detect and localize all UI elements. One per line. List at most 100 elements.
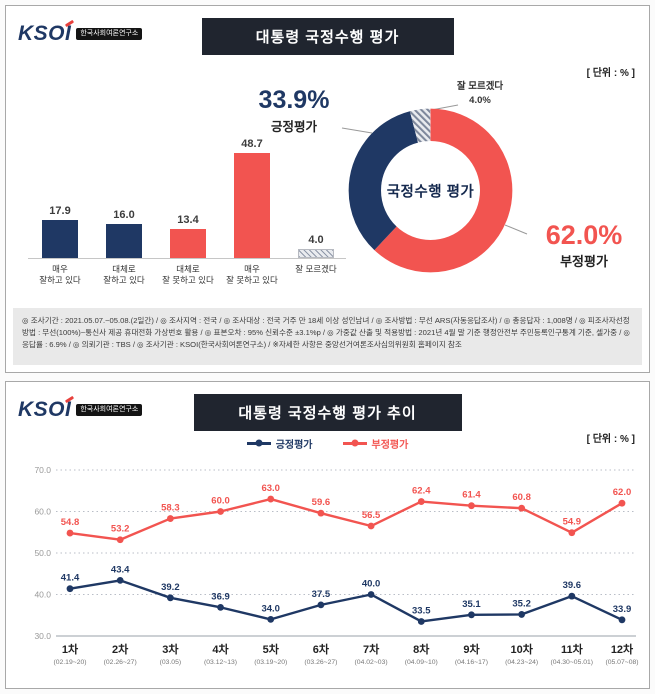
logo-subtitle: 한국사회여론연구소: [76, 27, 143, 41]
value-label: 39.2: [161, 582, 180, 593]
value-label: 61.4: [462, 490, 481, 501]
value-label: 58.3: [161, 503, 180, 514]
bar-category-label: 대체로 잘하고 있다: [103, 264, 145, 286]
x-axis-label: 1차: [62, 642, 79, 656]
bar-category-label: 대체로 잘 못하고 있다: [162, 264, 214, 286]
bar-column: 48.7 매우 잘 못하고 있다: [224, 108, 280, 286]
logo-text: KSOI: [18, 398, 72, 421]
legend-label: 긍정평가: [275, 440, 313, 451]
data-point: [468, 611, 475, 619]
value-label: 54.9: [563, 517, 582, 528]
donut-segment: [348, 108, 513, 273]
bar-column: 13.4 대체로 잘 못하고 있다: [160, 108, 216, 286]
logo-text: KSOI: [18, 22, 72, 45]
data-point: [367, 591, 375, 598]
dontknow-value: 4.0%: [469, 95, 491, 107]
y-axis-tick: 50.0: [34, 548, 51, 558]
donut-segments: [348, 108, 513, 273]
value-label: 34.0: [261, 603, 280, 614]
line-legend: 긍정평가 부정평가: [6, 436, 649, 451]
value-label: 59.6: [312, 497, 331, 508]
bar-value-label: 16.0: [113, 208, 135, 221]
unit-label: [ 단위 : % ]: [586, 434, 635, 445]
value-label: 60.8: [512, 492, 531, 503]
value-label: 41.4: [61, 573, 80, 584]
data-point: [267, 495, 275, 503]
data-point: [66, 529, 74, 537]
value-label: 60.0: [211, 496, 230, 507]
panel-evaluation: KSOI 한국사회여론연구소 대통령 국정수행 평가 [ 단위 : % ] 17…: [5, 5, 650, 373]
dontknow-label: 잘 모르겠다: [456, 81, 504, 92]
positive-label: 긍정평가: [270, 120, 317, 134]
x-axis-label: 2차: [112, 642, 129, 656]
y-axis-tick: 30.0: [34, 631, 51, 641]
value-label: 35.1: [462, 599, 481, 610]
negative-callout: 62.0% 부정평가: [522, 220, 646, 270]
data-point: [166, 515, 174, 522]
data-point: [166, 594, 174, 602]
bar: [170, 229, 206, 258]
value-label: 54.8: [61, 517, 80, 528]
x-axis-date: (04.16~17): [455, 659, 488, 666]
x-axis-label: 9차: [463, 642, 480, 656]
x-axis-label: 8차: [413, 642, 430, 656]
donut-segment: [348, 108, 513, 273]
donut-svg: [348, 108, 513, 273]
x-axis-label: 10차: [510, 642, 533, 656]
data-point: [518, 504, 526, 512]
legend-item: 긍정평가: [246, 436, 313, 451]
x-axis-date: (04.09~10): [405, 659, 438, 666]
x-axis-label: 5차: [263, 642, 280, 656]
series-line: [69, 497, 623, 541]
panel-trend: KSOI 한국사회여론연구소 대통령 국정수행 평가 추이 [ 단위 : % ]…: [5, 381, 650, 689]
legend-line-icon: [342, 439, 367, 447]
bar-columns: 17.9 매우 잘하고 있다 16.0 대체로 잘하고 있다 13.4 대체로 잘 못하고…: [28, 108, 346, 286]
bar-value-label: 48.7: [241, 138, 263, 151]
data-point: [116, 536, 124, 544]
value-label: 53.2: [111, 524, 130, 535]
data-point: [367, 522, 375, 530]
x-axis-date: (03.26~27): [304, 659, 337, 666]
bar-category-label: 잘 모르겠다: [295, 264, 337, 274]
data-point: [417, 498, 425, 505]
value-label: 63.0: [261, 483, 280, 494]
panel1-title: 대통령 국정수행 평가: [201, 18, 454, 55]
data-point: [518, 611, 526, 618]
x-axis-label: 7차: [363, 642, 380, 656]
survey-footnote: ◎ 조사기간 : 2021.05.07.~05.08.(2일간) / ◎ 조사지…: [13, 308, 642, 365]
series-line: [69, 579, 623, 623]
value-label: 37.5: [312, 589, 331, 600]
value-label: 62.4: [412, 486, 431, 497]
evaluation-chart-area: 17.9 매우 잘하고 있다 16.0 대체로 잘하고 있다 13.4 대체로 잘 못하고…: [6, 81, 649, 304]
ksoi-logo: KSOI 한국사회여론연구소: [18, 395, 143, 422]
x-axis-label: 12차: [611, 642, 634, 656]
bar: [106, 223, 142, 258]
x-axis-label: 11차: [561, 642, 584, 656]
bar-chart: 17.9 매우 잘하고 있다 16.0 대체로 잘하고 있다 13.4 대체로 잘 못하고…: [28, 108, 346, 286]
data-point: [417, 618, 425, 625]
bar: [298, 249, 334, 258]
data-point: [317, 601, 325, 609]
logo-subtitle: 한국사회여론연구소: [76, 403, 143, 417]
bar-value-label: 4.0: [308, 234, 324, 247]
bar: [234, 153, 270, 258]
data-point: [116, 576, 124, 584]
bar-value-label: 13.4: [177, 214, 199, 227]
x-axis-date: (02.26~27): [104, 659, 137, 666]
line-chart-svg: 30.0 40.0 50.0 60.0 70.0 41.4 43.4 39.2 36.9 34.0…: [34, 465, 638, 666]
legend-item: 부정평가: [342, 436, 408, 451]
x-axis-label: 6차: [313, 642, 330, 656]
x-axis-date: (04.30~05.01): [551, 659, 594, 666]
bar-category-label: 매우 잘 못하고 있다: [226, 264, 278, 286]
bar: [42, 219, 78, 258]
bar-column: 16.0 대체로 잘하고 있다: [96, 108, 152, 286]
x-axis-label: 4차: [212, 642, 229, 656]
donut-center-label: 국정수행 평가: [386, 184, 475, 200]
data-point: [618, 616, 626, 624]
y-axis-tick: 40.0: [34, 590, 51, 600]
data-point: [217, 508, 224, 515]
data-point: [66, 585, 74, 593]
x-axis-date: (05.07~08): [605, 659, 638, 666]
value-label: 40.0: [362, 579, 381, 590]
